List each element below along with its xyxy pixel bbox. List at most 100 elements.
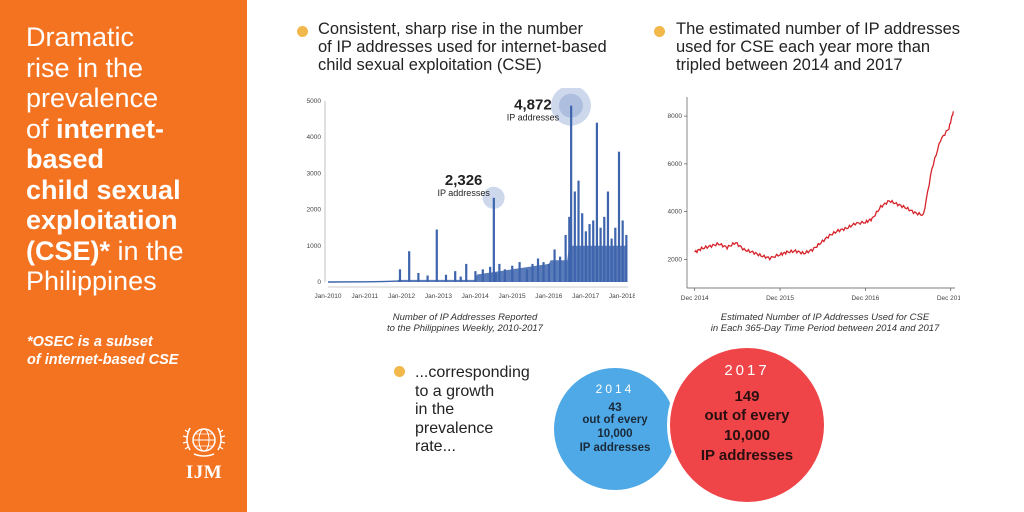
panel1-caption: Number of IP Addresses Reported to the P… bbox=[300, 312, 630, 334]
annotation-highlight bbox=[558, 93, 583, 118]
bar bbox=[581, 213, 584, 282]
circle-year: 2014 bbox=[595, 382, 635, 396]
footnote: *OSEC is a subset of internet-based CSE bbox=[27, 333, 237, 369]
ip-weekly-bar-chart: 0 1000 2000 3000 4000 5000 Jan-2010 Jan-2011 Jan… bbox=[307, 88, 635, 300]
bullet-icon bbox=[654, 26, 665, 37]
bar bbox=[503, 269, 506, 282]
heading-line: The estimated number of IP addresses bbox=[676, 20, 961, 38]
growth-line: ...corresponding bbox=[415, 364, 530, 381]
x-tick-label: Jan-2014 bbox=[462, 293, 489, 300]
x-tick-label: Jan-2016 bbox=[535, 293, 562, 300]
circle-text: out of every bbox=[704, 407, 790, 424]
headline-line: rise in the bbox=[26, 53, 241, 84]
x-tick-label: Jan-2013 bbox=[425, 293, 452, 300]
growth-line: in the bbox=[415, 401, 455, 418]
bar bbox=[559, 256, 562, 282]
headline-segment: child sexual bbox=[26, 174, 181, 205]
bar bbox=[498, 263, 501, 282]
bar bbox=[584, 231, 587, 282]
bar bbox=[614, 227, 617, 282]
bar bbox=[492, 197, 495, 282]
bar bbox=[542, 262, 545, 282]
circle-count: 43 bbox=[608, 400, 622, 414]
bar bbox=[564, 234, 567, 282]
bullet-icon bbox=[394, 366, 405, 377]
circle-text: 10,000 bbox=[724, 427, 770, 444]
y-tick-label: 1000 bbox=[307, 243, 322, 250]
x-tick-label: Jan-2015 bbox=[498, 293, 525, 300]
circle-2017: 2017 149 out of every 10,000 IP addresse… bbox=[667, 345, 827, 505]
bar bbox=[494, 272, 497, 282]
logo-text: IJM bbox=[185, 462, 223, 483]
annotation-value: 2,326 bbox=[445, 172, 483, 189]
headline-segment: rise in the bbox=[26, 52, 144, 83]
headline-line: child sexual bbox=[26, 175, 241, 206]
bar bbox=[547, 263, 551, 282]
bar bbox=[417, 272, 420, 282]
growth-line: to a growth bbox=[415, 382, 495, 400]
x-tick-label: Jan-2018 bbox=[609, 293, 635, 300]
x-tick-label: Jan-2012 bbox=[388, 293, 415, 300]
circle-text: IP addresses bbox=[700, 447, 794, 464]
bar bbox=[459, 276, 462, 282]
bar bbox=[511, 265, 514, 282]
y-tick-label: 6000 bbox=[668, 161, 683, 168]
headline-line: based bbox=[26, 144, 241, 175]
headline-segment: Philippines bbox=[26, 266, 157, 296]
x-tick-label: Jan-2010 bbox=[314, 293, 341, 300]
headline-line: Dramatic bbox=[26, 22, 241, 53]
baseline-series bbox=[327, 280, 402, 283]
footnote-line: *OSEC is a subset bbox=[27, 334, 153, 350]
panel2-heading: The estimated number of IP addresses use… bbox=[676, 20, 996, 74]
y-tick-label: 4000 bbox=[668, 209, 683, 216]
headline-segment: Dramatic bbox=[26, 22, 135, 52]
caption-line: to the Philippines Weekly, 2010-2017 bbox=[387, 323, 543, 334]
bar bbox=[617, 151, 621, 282]
bar bbox=[481, 269, 484, 282]
bar bbox=[398, 269, 402, 282]
x-tick-label: Dec 2014 bbox=[681, 295, 709, 302]
bar bbox=[518, 262, 521, 282]
heading-line: used for CSE each year more than bbox=[676, 38, 931, 56]
bar bbox=[489, 266, 492, 282]
sidebar: Dramatic rise in the prevalence of internet… bbox=[0, 0, 247, 512]
headline-segment: prevalence bbox=[26, 83, 159, 113]
headline-segment: exploitation bbox=[26, 205, 178, 235]
headline-segment: (CSE)* bbox=[26, 235, 111, 266]
heading-line: tripled between 2014 and 2017 bbox=[676, 56, 903, 74]
headline-segment: of bbox=[26, 113, 57, 144]
caption-line: Number of IP Addresses Reported bbox=[392, 312, 538, 323]
circle-year: 2017 bbox=[724, 362, 770, 379]
y-tick-label: 2000 bbox=[307, 207, 322, 214]
y-tick-label: 8000 bbox=[668, 113, 683, 120]
bar bbox=[606, 191, 610, 282]
growth-line: rate... bbox=[415, 438, 456, 455]
bar bbox=[531, 263, 534, 282]
caption-line: Estimated Number of IP Addresses Used fo… bbox=[720, 312, 930, 323]
bar bbox=[426, 275, 429, 282]
ip-yearly-line-chart: 2000 4000 6000 8000 Dec 2014 Dec 2015 Dec 2016… bbox=[668, 97, 960, 302]
annotation-label: IP addresses bbox=[507, 113, 560, 123]
bar bbox=[625, 234, 628, 282]
bar bbox=[454, 271, 457, 282]
bar bbox=[573, 191, 576, 282]
y-tick-label: 2000 bbox=[668, 256, 683, 263]
heading-line: Consistent, sharp rise in the number bbox=[318, 20, 584, 38]
globe-laurel-icon bbox=[182, 427, 226, 457]
headline-segment: based bbox=[26, 144, 105, 174]
bar bbox=[568, 216, 571, 282]
bar bbox=[599, 227, 602, 282]
bar bbox=[621, 220, 624, 282]
headline-line: of internet- bbox=[26, 114, 241, 145]
series-line bbox=[694, 111, 954, 261]
bar bbox=[435, 229, 438, 282]
bar bbox=[570, 105, 573, 282]
growth-text: ...corresponding to a growth in the prev… bbox=[415, 364, 555, 457]
bar bbox=[588, 224, 591, 282]
y-tick-label: 0 bbox=[317, 279, 321, 286]
heading-line: of IP addresses used for internet-based bbox=[318, 38, 607, 56]
ijm-logo: IJM bbox=[176, 418, 232, 488]
bar bbox=[595, 122, 599, 282]
y-tick-label: 3000 bbox=[307, 170, 322, 177]
x-tick-label: Jan-2017 bbox=[572, 293, 599, 300]
